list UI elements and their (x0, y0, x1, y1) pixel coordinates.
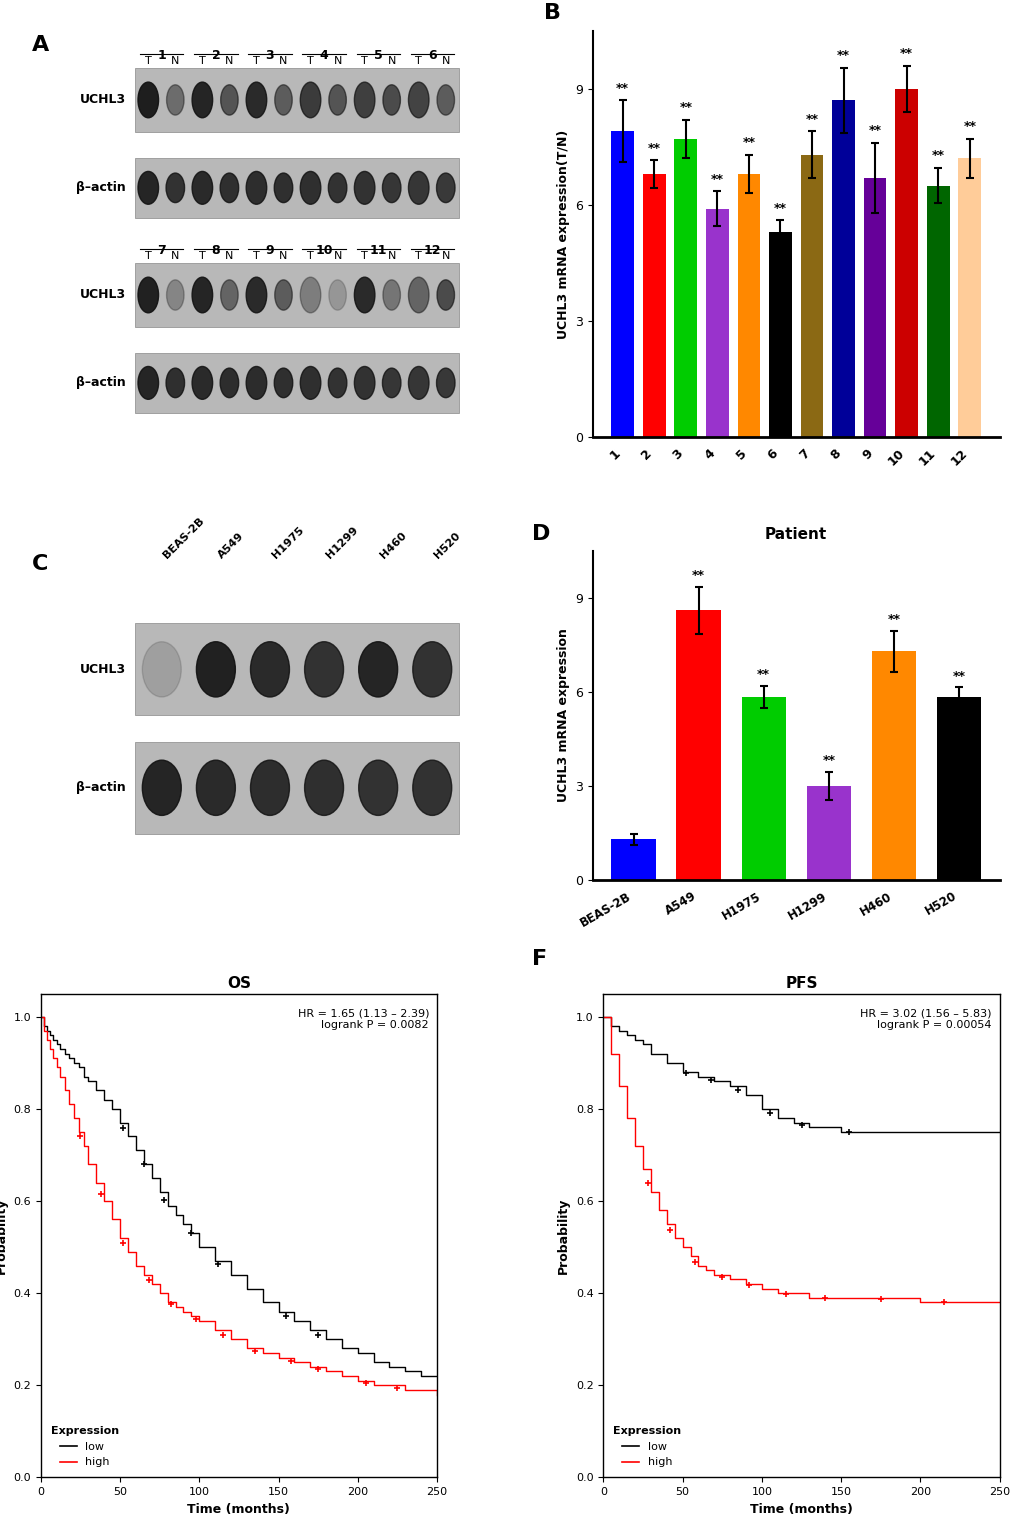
Y-axis label: UCHL3 mRNA expression(T/N): UCHL3 mRNA expression(T/N) (556, 129, 569, 339)
Title: OS: OS (226, 976, 251, 991)
Ellipse shape (192, 366, 212, 399)
Text: N: N (225, 251, 233, 262)
Text: **: ** (952, 669, 965, 682)
Ellipse shape (192, 171, 212, 205)
Text: 8: 8 (211, 245, 220, 257)
Ellipse shape (138, 277, 158, 312)
Ellipse shape (274, 280, 292, 311)
Text: N: N (333, 57, 341, 66)
Text: N: N (225, 57, 233, 66)
Ellipse shape (197, 760, 235, 816)
Text: A: A (33, 35, 50, 55)
Ellipse shape (408, 82, 429, 119)
Ellipse shape (143, 760, 181, 816)
Ellipse shape (300, 366, 321, 399)
Text: **: ** (773, 202, 787, 214)
Ellipse shape (359, 642, 397, 697)
Text: HR = 1.65 (1.13 – 2.39)
logrank P = 0.0082: HR = 1.65 (1.13 – 2.39) logrank P = 0.00… (298, 1008, 429, 1030)
Ellipse shape (382, 172, 400, 203)
Text: UCHL3: UCHL3 (81, 663, 126, 676)
Text: 4: 4 (319, 49, 328, 62)
Text: B: B (543, 3, 560, 23)
Bar (935, 697, 980, 880)
Ellipse shape (166, 85, 183, 115)
Ellipse shape (220, 172, 238, 203)
Text: N: N (333, 251, 341, 262)
Text: T: T (307, 251, 314, 262)
Ellipse shape (300, 82, 321, 119)
Text: H520: H520 (432, 531, 462, 560)
Ellipse shape (246, 366, 267, 399)
Text: H460: H460 (378, 531, 408, 560)
Ellipse shape (436, 85, 454, 115)
Ellipse shape (197, 642, 235, 697)
Text: T: T (253, 57, 260, 66)
Bar (800, 154, 822, 437)
Bar (737, 174, 759, 437)
Text: **: ** (692, 569, 704, 582)
Ellipse shape (274, 172, 292, 203)
Ellipse shape (300, 277, 321, 312)
Bar (832, 100, 854, 437)
Ellipse shape (138, 82, 158, 119)
Text: **: ** (962, 120, 975, 134)
Title: PFS: PFS (785, 976, 817, 991)
Text: T: T (307, 57, 314, 66)
FancyBboxPatch shape (135, 263, 459, 328)
Text: **: ** (742, 135, 755, 149)
Ellipse shape (305, 760, 343, 816)
Text: 2: 2 (211, 49, 220, 62)
FancyBboxPatch shape (135, 159, 459, 217)
Ellipse shape (166, 280, 183, 311)
Legend: low, high: low, high (608, 1422, 686, 1471)
Bar (610, 839, 655, 880)
Text: **: ** (900, 46, 912, 60)
Text: F: F (532, 950, 546, 970)
FancyBboxPatch shape (135, 68, 459, 132)
Text: **: ** (837, 49, 849, 62)
Text: H1299: H1299 (324, 525, 360, 560)
Ellipse shape (408, 171, 429, 205)
Text: 6: 6 (428, 49, 436, 62)
Text: T: T (145, 251, 152, 262)
Text: 7: 7 (157, 245, 166, 257)
Ellipse shape (408, 277, 429, 312)
Bar (610, 131, 634, 437)
Text: T: T (361, 251, 368, 262)
Ellipse shape (300, 171, 321, 205)
Ellipse shape (192, 277, 212, 312)
Y-axis label: Probability: Probability (556, 1197, 570, 1274)
Text: **: ** (887, 613, 900, 626)
Text: 1: 1 (157, 49, 166, 62)
Ellipse shape (354, 171, 375, 205)
Text: **: ** (821, 754, 835, 766)
Ellipse shape (354, 277, 375, 312)
Ellipse shape (220, 368, 238, 397)
Text: N: N (279, 251, 287, 262)
Text: β–actin: β–actin (76, 782, 126, 794)
Text: A549: A549 (216, 531, 246, 560)
Text: **: ** (930, 149, 944, 163)
Ellipse shape (382, 368, 400, 397)
Text: N: N (279, 57, 287, 66)
Text: D: D (531, 525, 549, 545)
Ellipse shape (328, 280, 346, 311)
Ellipse shape (138, 171, 158, 205)
Ellipse shape (251, 642, 289, 697)
Bar (926, 186, 949, 437)
Bar (863, 179, 886, 437)
Ellipse shape (413, 642, 451, 697)
Ellipse shape (166, 172, 184, 203)
X-axis label: Time (months): Time (months) (187, 1502, 290, 1516)
FancyBboxPatch shape (135, 352, 459, 412)
Text: BEAS-2B: BEAS-2B (162, 516, 207, 560)
Ellipse shape (274, 85, 292, 115)
Ellipse shape (328, 368, 346, 397)
Text: 10: 10 (315, 245, 332, 257)
Text: β–actin: β–actin (76, 377, 126, 389)
Text: UCHL3: UCHL3 (81, 94, 126, 106)
Text: N: N (441, 251, 449, 262)
Text: T: T (199, 57, 206, 66)
Ellipse shape (143, 642, 181, 697)
Text: N: N (387, 251, 395, 262)
